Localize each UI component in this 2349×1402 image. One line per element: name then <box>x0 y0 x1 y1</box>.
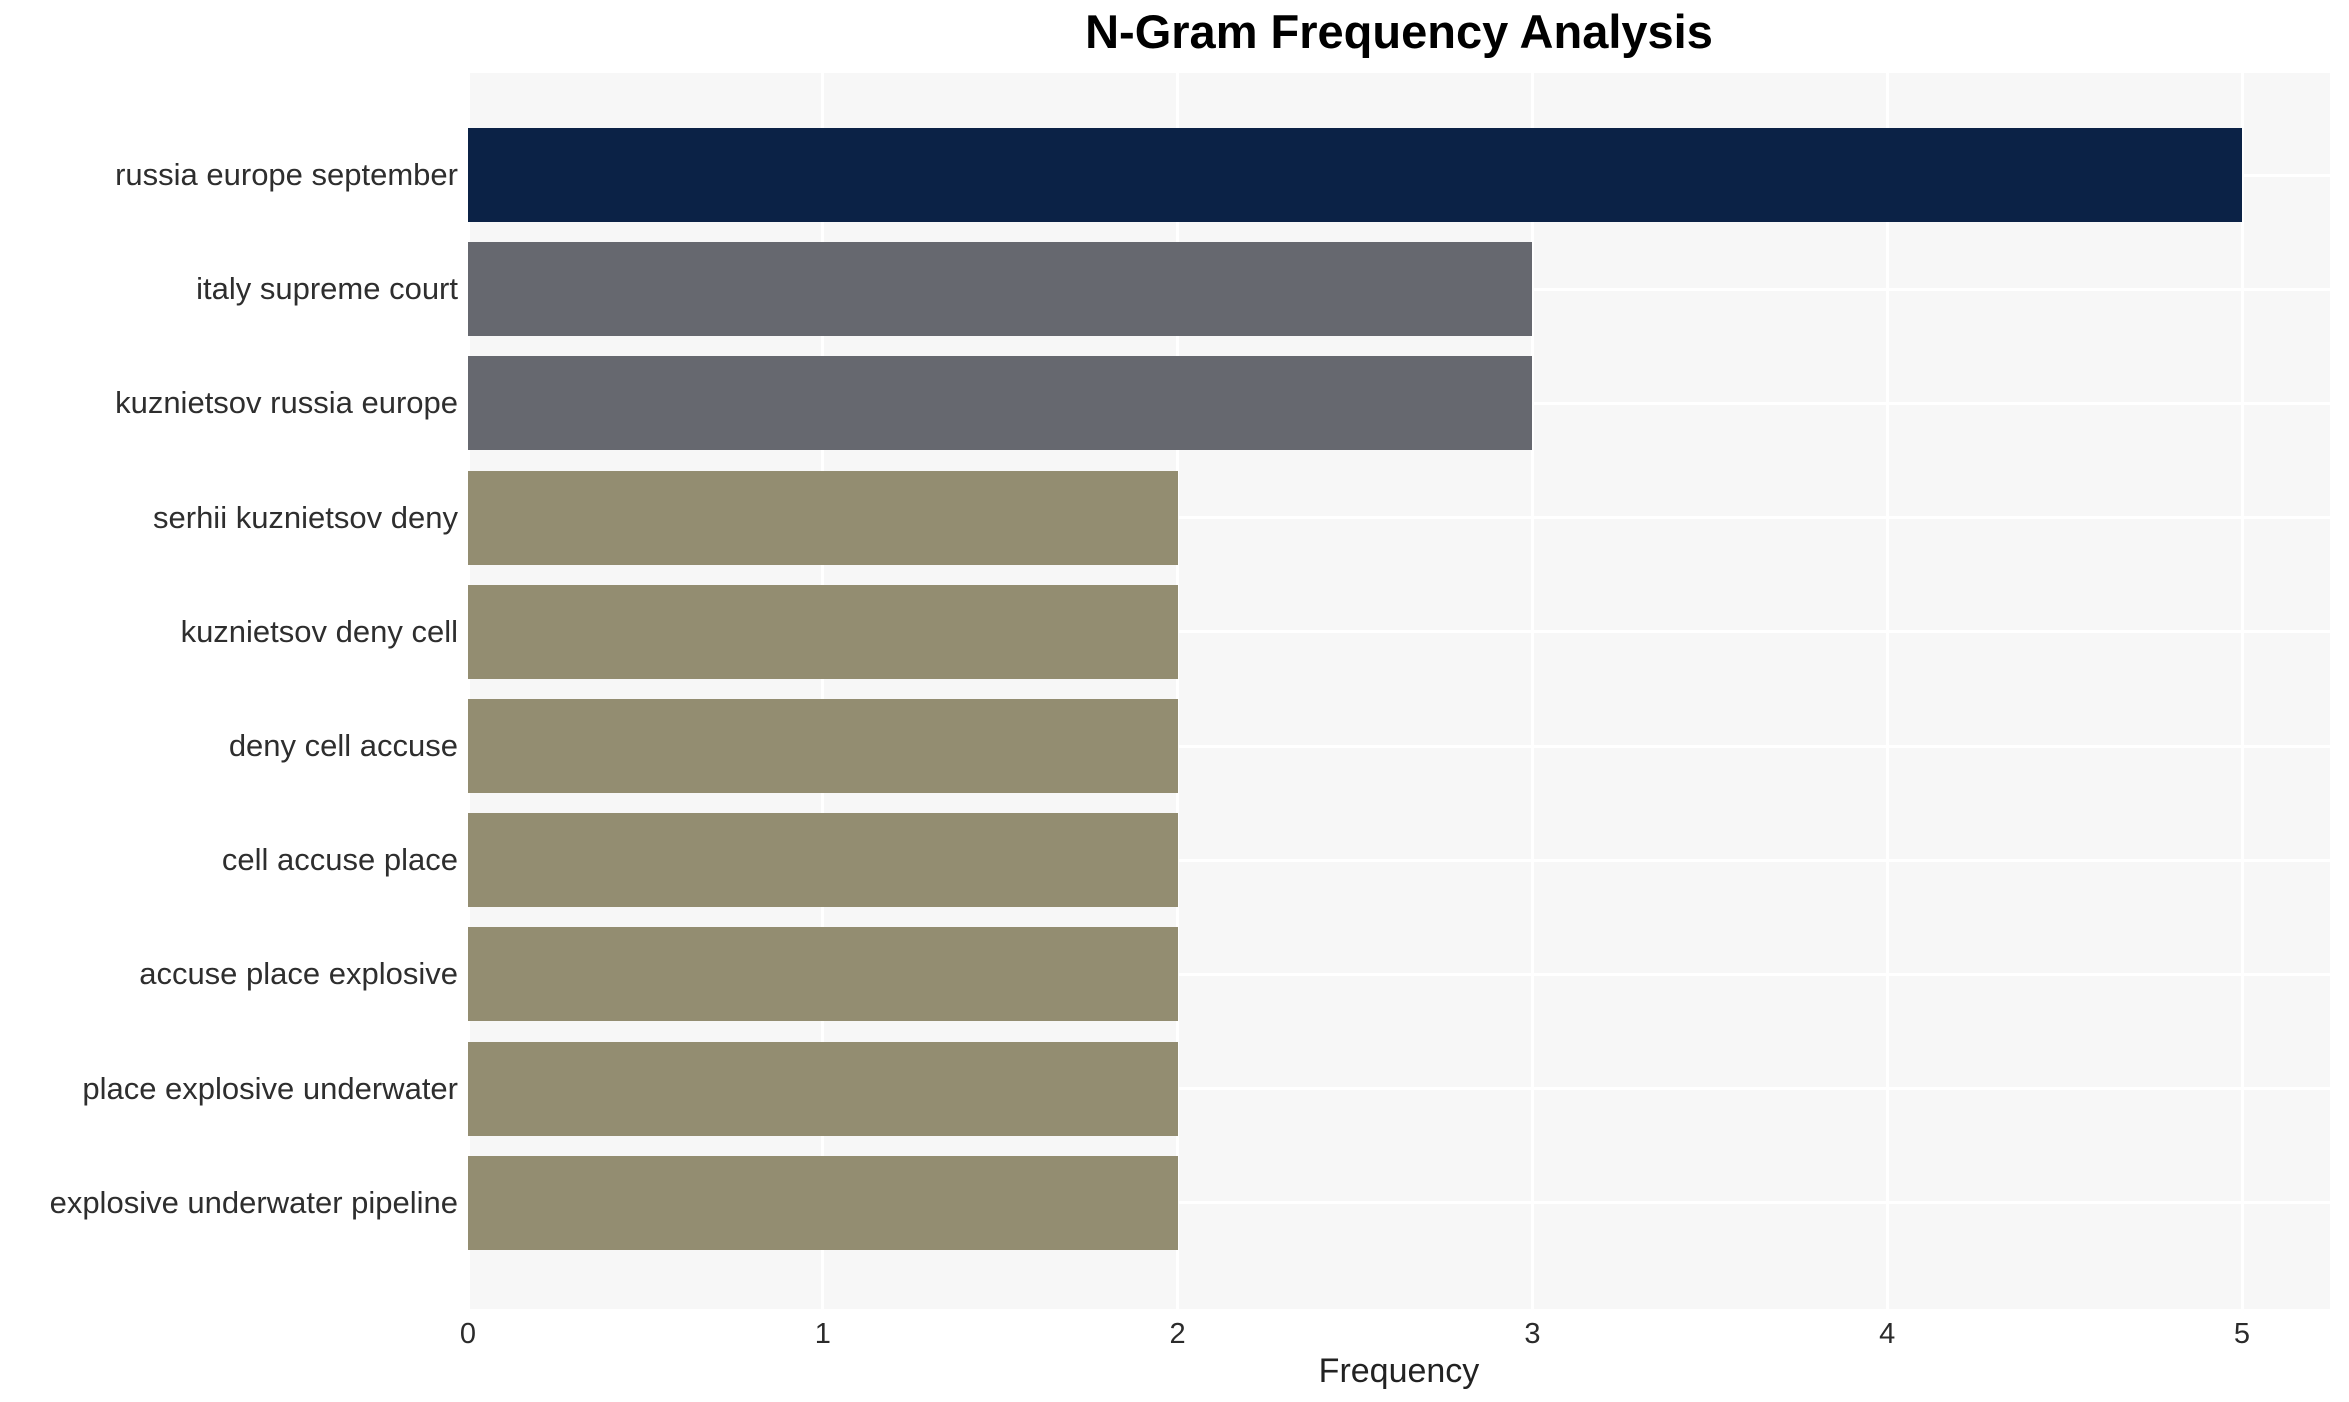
grid-line-vertical <box>466 73 470 1309</box>
x-tick-label: 3 <box>1524 1318 1541 1350</box>
category-label: kuznietsov deny cell <box>180 613 458 649</box>
grid-line-horizontal <box>468 1201 2330 1205</box>
bar <box>468 128 2242 222</box>
grid-line-vertical <box>1176 73 1180 1309</box>
x-tick-label: 5 <box>2233 1318 2251 1350</box>
grid-line-vertical <box>1885 73 1889 1309</box>
x-tick-label: 2 <box>1169 1318 1186 1350</box>
grid-line-vertical <box>2240 73 2244 1309</box>
category-label: accuse place explosive <box>139 956 458 992</box>
grid-line-horizontal <box>468 744 2330 748</box>
grid-line-horizontal <box>468 630 2330 634</box>
grid-line-vertical <box>1530 73 1534 1309</box>
chart-title: N-Gram Frequency Analysis <box>1085 5 1713 58</box>
category-label: russia europe september <box>115 157 458 192</box>
grid-line-horizontal <box>468 972 2330 976</box>
grid-line-horizontal <box>468 1087 2330 1091</box>
category-label: cell accuse place <box>221 842 458 878</box>
category-label: deny cell accuse <box>228 728 458 763</box>
category-label: italy supreme court <box>196 271 458 307</box>
x-tick-label: 4 <box>1879 1318 1896 1350</box>
bar <box>468 813 1178 908</box>
bar <box>468 242 1533 337</box>
bar <box>468 584 1178 679</box>
x-tick-label: 1 <box>814 1318 831 1350</box>
bar <box>468 699 1178 793</box>
bar <box>468 356 1533 451</box>
category-label: serhii kuznietsov deny <box>153 499 458 535</box>
x-axis-label: Frequency <box>1318 1352 1480 1390</box>
grid-line-vertical <box>821 73 825 1309</box>
bar <box>468 1155 1178 1250</box>
grid-line-horizontal <box>468 858 2330 862</box>
bar <box>468 1041 1178 1136</box>
plot-area <box>466 73 2330 1309</box>
category-label: kuznietsov russia europe <box>115 385 458 421</box>
bar <box>468 927 1178 1022</box>
category-label: explosive underwater pipeline <box>49 1184 458 1220</box>
grid-line-horizontal <box>468 516 2330 520</box>
category-label: place explosive underwater <box>82 1070 458 1106</box>
x-tick-label: 0 <box>459 1318 477 1350</box>
bar <box>468 470 1178 565</box>
